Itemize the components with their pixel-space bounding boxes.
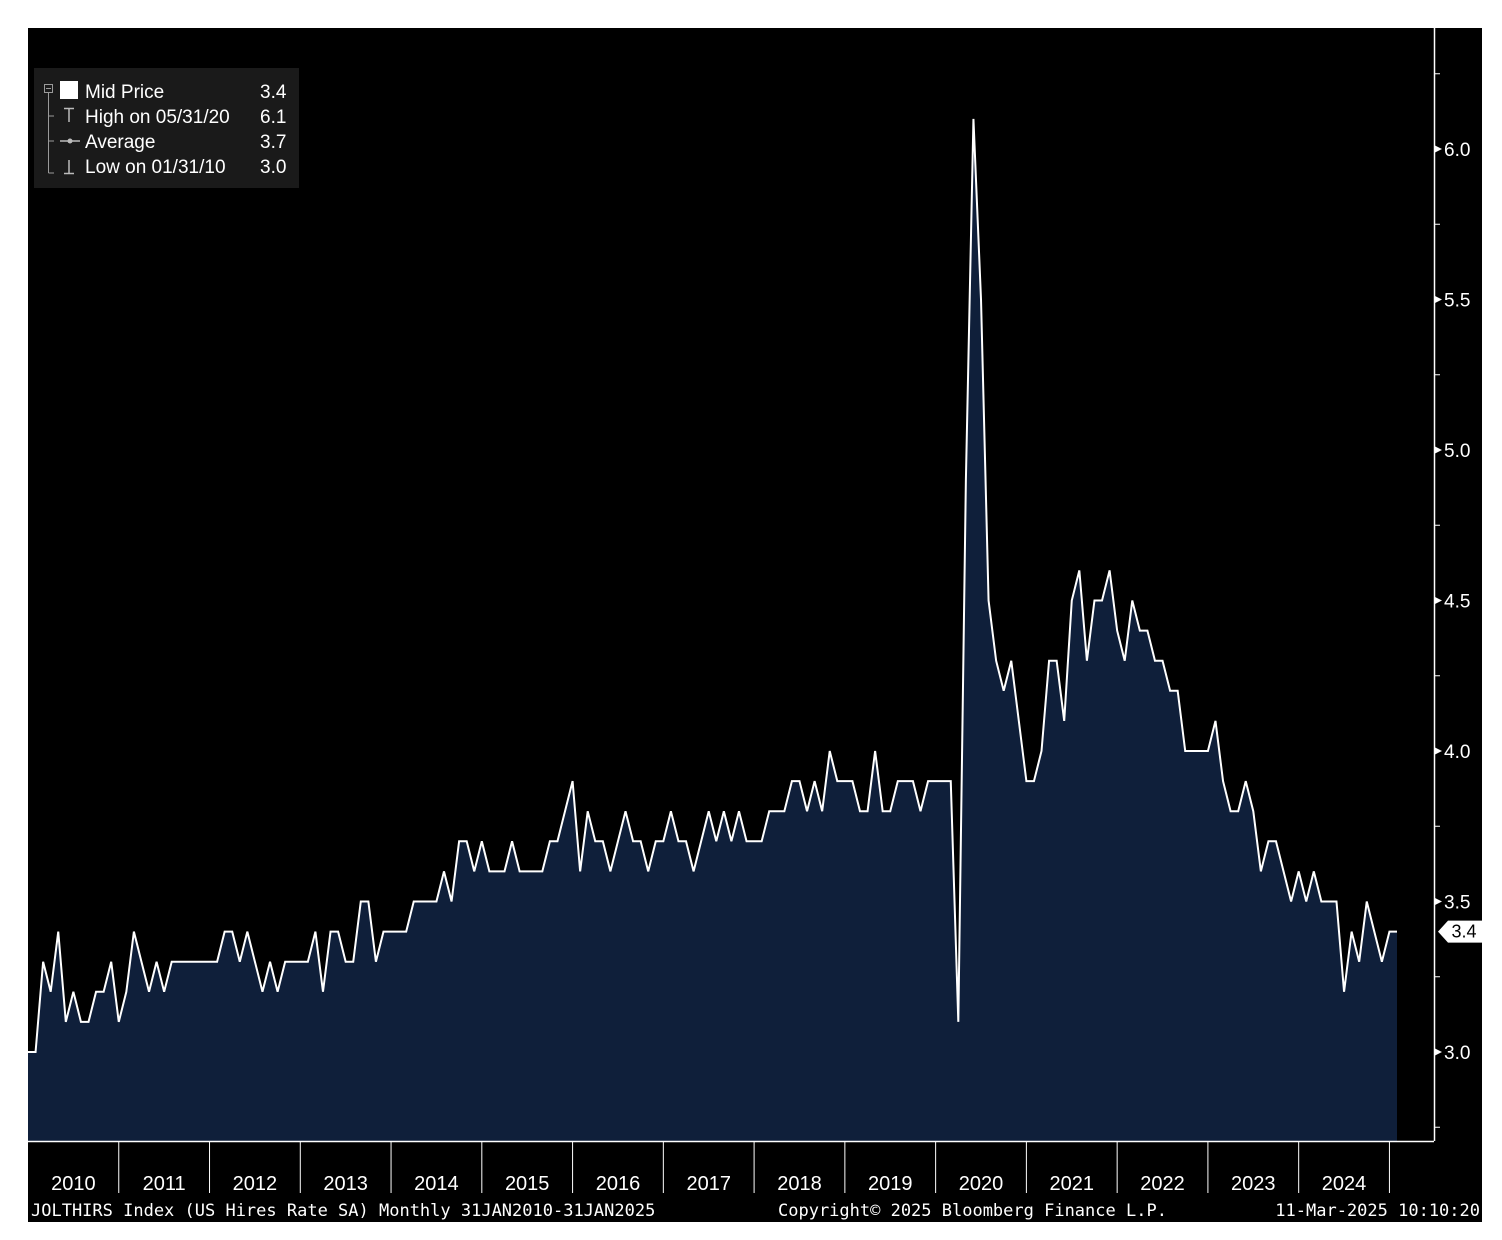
y-tick-label: 6.0 — [1444, 140, 1470, 161]
x-year-label: 2022 — [1140, 1173, 1185, 1195]
y-tick-label: 3.0 — [1444, 1043, 1470, 1064]
axis-layer: 3.0 3.5 4.0 4.5 5.0 5.5 6.0 — [28, 28, 1470, 1143]
last-value-marker: 3.4 — [1438, 920, 1482, 943]
y-tick-arrow — [1434, 145, 1442, 153]
last-value-label: 3.4 — [1451, 922, 1476, 942]
x-year-label: 2024 — [1322, 1173, 1367, 1195]
y-tick-arrow — [1434, 897, 1442, 906]
x-year-label: 2020 — [959, 1173, 1004, 1195]
average-marker-icon — [60, 138, 80, 144]
legend-label-average: Average — [85, 132, 155, 153]
x-year-label: 2013 — [323, 1173, 368, 1195]
legend-value-high: 6.1 — [260, 107, 286, 128]
square-icon — [60, 81, 78, 99]
y-tick-arrow — [1434, 1048, 1442, 1056]
high-marker-icon — [64, 107, 74, 122]
y-tick-arrow — [1434, 295, 1442, 304]
legend-value-average: 3.7 — [260, 132, 286, 153]
legend-box — [34, 68, 299, 188]
y-tick-label: 5.0 — [1444, 441, 1470, 462]
footer-center: Copyright© 2025 Bloomberg Finance L.P. — [778, 1201, 1167, 1221]
footer-left: JOLTHIRS Index (US Hires Rate SA) Monthl… — [31, 1201, 655, 1221]
footer-right: 11-Mar-2025 10:10:20 — [1275, 1201, 1480, 1221]
legend-tree-icon — [44, 84, 54, 174]
series-area-fill — [28, 118, 1397, 1141]
y-tick-arrow — [1434, 596, 1442, 605]
x-year-label: 2015 — [505, 1173, 550, 1195]
y-tick-label: 3.5 — [1444, 893, 1470, 914]
low-marker-icon — [64, 160, 74, 175]
x-year-label: 2016 — [596, 1173, 641, 1195]
x-year-label: 2019 — [868, 1173, 913, 1195]
y-tick-arrow — [1434, 446, 1442, 454]
legend-label-high: High on 05/31/20 — [85, 107, 230, 128]
x-year-label: 2017 — [686, 1173, 731, 1195]
area-layer — [28, 118, 1397, 1141]
legend-label-mid-price: Mid Price — [85, 82, 164, 103]
legend-label-low: Low on 01/31/10 — [85, 157, 226, 178]
x-year-label: 2010 — [51, 1173, 96, 1195]
y-tick-arrow — [1434, 747, 1442, 755]
x-year-label: 2011 — [143, 1173, 186, 1195]
x-year-label: 2018 — [777, 1173, 822, 1195]
legend-value-mid-price: 3.4 — [260, 82, 287, 103]
legend-value-low: 3.0 — [260, 157, 286, 178]
x-year-label: 2023 — [1231, 1173, 1276, 1195]
legend: Mid Price 3.4 High on 05/31/20 6.1 Avera… — [34, 68, 299, 188]
x-year-label: 2021 — [1050, 1173, 1095, 1195]
y-tick-label: 4.0 — [1444, 742, 1470, 763]
series-line-mid-price — [28, 118, 1397, 1053]
x-year-label: 2014 — [414, 1173, 459, 1195]
y-tick-label: 5.5 — [1444, 291, 1470, 312]
x-year-label: 2012 — [233, 1173, 278, 1195]
x-axis-years: 2010 2011 2012 2013 2014 2015 2016 2017 2018 2019… — [51, 1141, 1390, 1195]
y-tick-label: 4.5 — [1444, 592, 1470, 613]
